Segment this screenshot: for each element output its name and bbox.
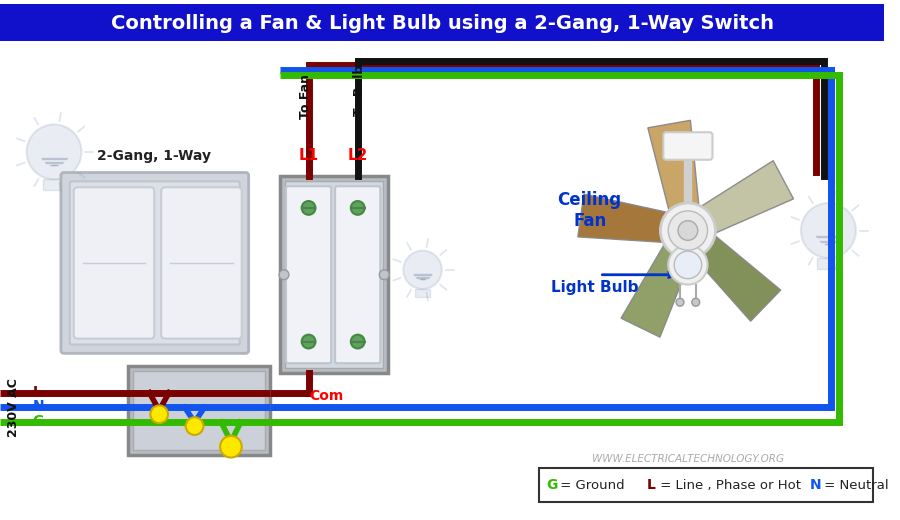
FancyBboxPatch shape xyxy=(0,5,885,41)
FancyBboxPatch shape xyxy=(817,258,840,269)
Text: L: L xyxy=(32,385,41,399)
FancyBboxPatch shape xyxy=(128,366,270,454)
Text: 230V AC: 230V AC xyxy=(7,378,21,437)
FancyBboxPatch shape xyxy=(285,181,383,368)
FancyBboxPatch shape xyxy=(74,187,154,339)
Circle shape xyxy=(351,335,364,348)
FancyBboxPatch shape xyxy=(663,132,713,160)
FancyBboxPatch shape xyxy=(70,181,239,345)
Polygon shape xyxy=(578,194,672,243)
Text: N: N xyxy=(810,478,822,492)
Text: = Line , Phase or Hot: = Line , Phase or Hot xyxy=(656,478,810,491)
Circle shape xyxy=(351,201,364,215)
Text: L1: L1 xyxy=(299,148,319,163)
Circle shape xyxy=(379,270,389,280)
FancyBboxPatch shape xyxy=(43,179,65,190)
FancyBboxPatch shape xyxy=(132,371,266,450)
Text: L: L xyxy=(646,478,655,492)
Circle shape xyxy=(302,335,316,348)
Circle shape xyxy=(185,417,203,435)
FancyBboxPatch shape xyxy=(280,176,388,373)
Text: WWW.ELECTRICALTECHNOLOGY.ORG: WWW.ELECTRICALTECHNOLOGY.ORG xyxy=(592,453,784,463)
Polygon shape xyxy=(690,232,780,321)
FancyBboxPatch shape xyxy=(538,469,873,502)
FancyBboxPatch shape xyxy=(61,173,248,354)
Circle shape xyxy=(692,298,699,306)
Text: L2: L2 xyxy=(347,148,368,163)
Circle shape xyxy=(801,203,856,258)
Text: To Bulb: To Bulb xyxy=(353,64,366,115)
Circle shape xyxy=(26,124,82,179)
Circle shape xyxy=(302,201,316,215)
Text: Com: Com xyxy=(309,389,344,402)
Polygon shape xyxy=(621,240,693,337)
Text: G: G xyxy=(32,414,44,428)
Text: Light Bulb: Light Bulb xyxy=(551,280,638,295)
Circle shape xyxy=(220,436,242,458)
Circle shape xyxy=(279,270,289,280)
Text: Ceiling
Fan: Ceiling Fan xyxy=(558,191,622,230)
Circle shape xyxy=(668,211,707,250)
FancyBboxPatch shape xyxy=(286,186,331,363)
Circle shape xyxy=(150,406,168,423)
Circle shape xyxy=(661,203,716,258)
Text: = Neutral: = Neutral xyxy=(820,478,888,491)
FancyBboxPatch shape xyxy=(335,186,381,363)
Text: N: N xyxy=(32,399,44,413)
Polygon shape xyxy=(697,161,794,235)
Circle shape xyxy=(403,251,442,289)
Circle shape xyxy=(676,298,684,306)
FancyBboxPatch shape xyxy=(161,187,242,339)
Text: Controlling a Fan & Light Bulb using a 2-Gang, 1-Way Switch: Controlling a Fan & Light Bulb using a 2… xyxy=(111,14,774,33)
Text: = Ground: = Ground xyxy=(556,478,634,491)
Text: 2-Gang, 1-Way: 2-Gang, 1-Way xyxy=(97,149,212,163)
FancyBboxPatch shape xyxy=(415,289,430,297)
Text: G: G xyxy=(546,478,558,492)
Circle shape xyxy=(668,245,707,284)
Circle shape xyxy=(674,251,702,279)
Text: To Fan: To Fan xyxy=(299,74,312,120)
Circle shape xyxy=(678,220,698,240)
Polygon shape xyxy=(648,120,699,216)
